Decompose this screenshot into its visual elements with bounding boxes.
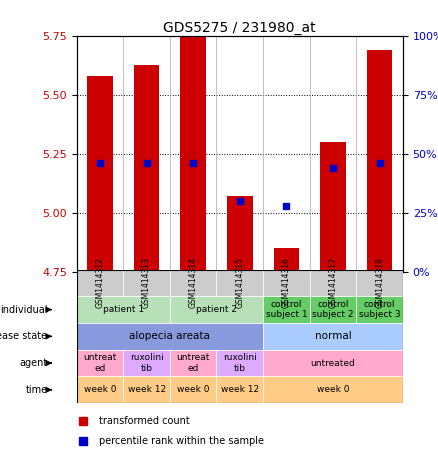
Text: GSM1414315: GSM1414315: [235, 257, 244, 308]
Text: GSM1414313: GSM1414313: [142, 257, 151, 308]
Text: GSM1414316: GSM1414316: [282, 257, 291, 308]
Bar: [123, 350, 170, 376]
Text: disease state: disease state: [0, 331, 47, 342]
Text: week 0: week 0: [317, 386, 349, 394]
Bar: [170, 270, 216, 296]
Bar: [274, 248, 299, 272]
Bar: [263, 376, 403, 403]
Text: alopecia areata: alopecia areata: [130, 331, 210, 342]
Text: untreat
ed: untreat ed: [177, 353, 210, 373]
Bar: [216, 270, 263, 296]
Bar: [310, 270, 357, 296]
Title: GDS5275 / 231980_at: GDS5275 / 231980_at: [163, 21, 316, 35]
Bar: [357, 270, 403, 296]
Text: patient 1: patient 1: [102, 305, 144, 314]
Bar: [367, 50, 392, 272]
Text: control
subject 1: control subject 1: [265, 300, 307, 319]
Bar: [310, 296, 357, 323]
Bar: [77, 323, 263, 350]
Text: ruxolini
tib: ruxolini tib: [223, 353, 257, 373]
Bar: [77, 350, 123, 376]
Bar: [263, 296, 310, 323]
Text: GSM1414317: GSM1414317: [328, 257, 338, 308]
Bar: [123, 270, 170, 296]
Text: week 12: week 12: [221, 386, 259, 394]
Bar: [227, 197, 253, 272]
Text: agent: agent: [19, 358, 47, 368]
Text: week 0: week 0: [84, 386, 116, 394]
Bar: [77, 296, 170, 323]
Text: control
subject 2: control subject 2: [312, 300, 354, 319]
Text: ruxolini
tib: ruxolini tib: [130, 353, 163, 373]
Bar: [170, 296, 263, 323]
Text: time: time: [25, 385, 47, 395]
Text: untreat
ed: untreat ed: [83, 353, 117, 373]
Text: patient 2: patient 2: [196, 305, 237, 314]
Bar: [170, 350, 216, 376]
Bar: [216, 376, 263, 403]
Text: GSM1414312: GSM1414312: [95, 257, 104, 308]
Text: untreated: untreated: [311, 359, 355, 367]
Text: transformed count: transformed count: [99, 415, 190, 426]
Bar: [263, 270, 310, 296]
Text: normal: normal: [314, 331, 351, 342]
Text: GSM1414318: GSM1414318: [375, 257, 384, 308]
Text: control
subject 3: control subject 3: [359, 300, 400, 319]
Bar: [180, 36, 206, 272]
Bar: [123, 376, 170, 403]
Bar: [77, 376, 123, 403]
Bar: [263, 350, 403, 376]
Text: GSM1414314: GSM1414314: [189, 257, 198, 308]
Bar: [357, 296, 403, 323]
Bar: [216, 350, 263, 376]
Bar: [77, 270, 123, 296]
Bar: [170, 376, 216, 403]
Text: percentile rank within the sample: percentile rank within the sample: [99, 435, 265, 446]
Text: individual: individual: [0, 304, 47, 315]
Bar: [134, 64, 159, 272]
Bar: [87, 76, 113, 272]
Bar: [263, 323, 403, 350]
Text: week 12: week 12: [127, 386, 166, 394]
Bar: [320, 142, 346, 272]
Text: week 0: week 0: [177, 386, 209, 394]
